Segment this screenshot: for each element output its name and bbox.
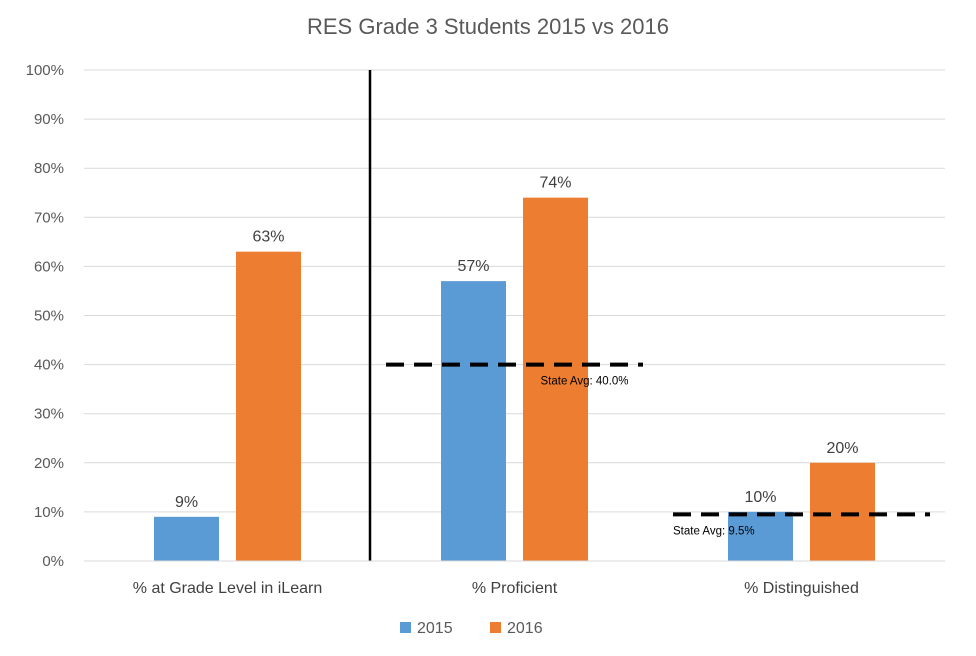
- state-avg-label: State Avg: 40.0%: [541, 376, 629, 388]
- bar-2015-2: [728, 511, 793, 561]
- data-label: 10%: [744, 489, 776, 506]
- data-label: 9%: [175, 494, 198, 511]
- legend: 2015 2016: [400, 620, 543, 637]
- category-label: % Proficient: [472, 580, 558, 597]
- data-label: 63%: [252, 229, 284, 246]
- y-tick-label: 80%: [34, 160, 64, 177]
- legend-swatch-2016: [490, 622, 501, 633]
- bar-2016-0: [236, 251, 301, 562]
- bar-2015-0: [154, 516, 219, 561]
- y-tick-label: 90%: [34, 111, 64, 128]
- y-tick-label: 100%: [26, 62, 64, 79]
- reference-lines: State Avg: 40.0% State Avg: 9.5%: [386, 362, 930, 537]
- y-tick-label: 0%: [42, 553, 64, 570]
- bars: 9% 63% 57% 74% 10% 20%: [84, 175, 945, 562]
- chart-title: RES Grade 3 Students 2015 vs 2016: [307, 14, 669, 39]
- category-label: % at Grade Level in iLearn: [133, 580, 322, 597]
- legend-swatch-2015: [400, 622, 411, 633]
- y-tick-label: 10%: [34, 504, 64, 521]
- y-axis-ticks: 0% 10% 20% 30% 40% 50% 60% 70% 80% 90% 100%: [26, 62, 64, 570]
- data-label: 74%: [539, 175, 571, 192]
- legend-label: 2015: [417, 620, 453, 637]
- x-axis-categories: % at Grade Level in iLearn % Proficient % …: [133, 580, 859, 597]
- category-label: % Distinguished: [744, 580, 859, 597]
- data-label: 57%: [457, 258, 489, 275]
- bar-2015-1: [441, 281, 506, 561]
- y-tick-label: 30%: [34, 406, 64, 423]
- bar-2016-1: [523, 197, 588, 561]
- y-tick-label: 50%: [34, 308, 64, 325]
- y-tick-label: 40%: [34, 357, 64, 374]
- y-tick-label: 20%: [34, 455, 64, 472]
- bar-2016-2: [810, 462, 875, 561]
- state-avg-label: State Avg: 9.5%: [673, 525, 755, 537]
- y-tick-label: 60%: [34, 258, 64, 275]
- y-tick-label: 70%: [34, 209, 64, 226]
- legend-label: 2016: [507, 620, 543, 637]
- data-label: 20%: [826, 440, 858, 457]
